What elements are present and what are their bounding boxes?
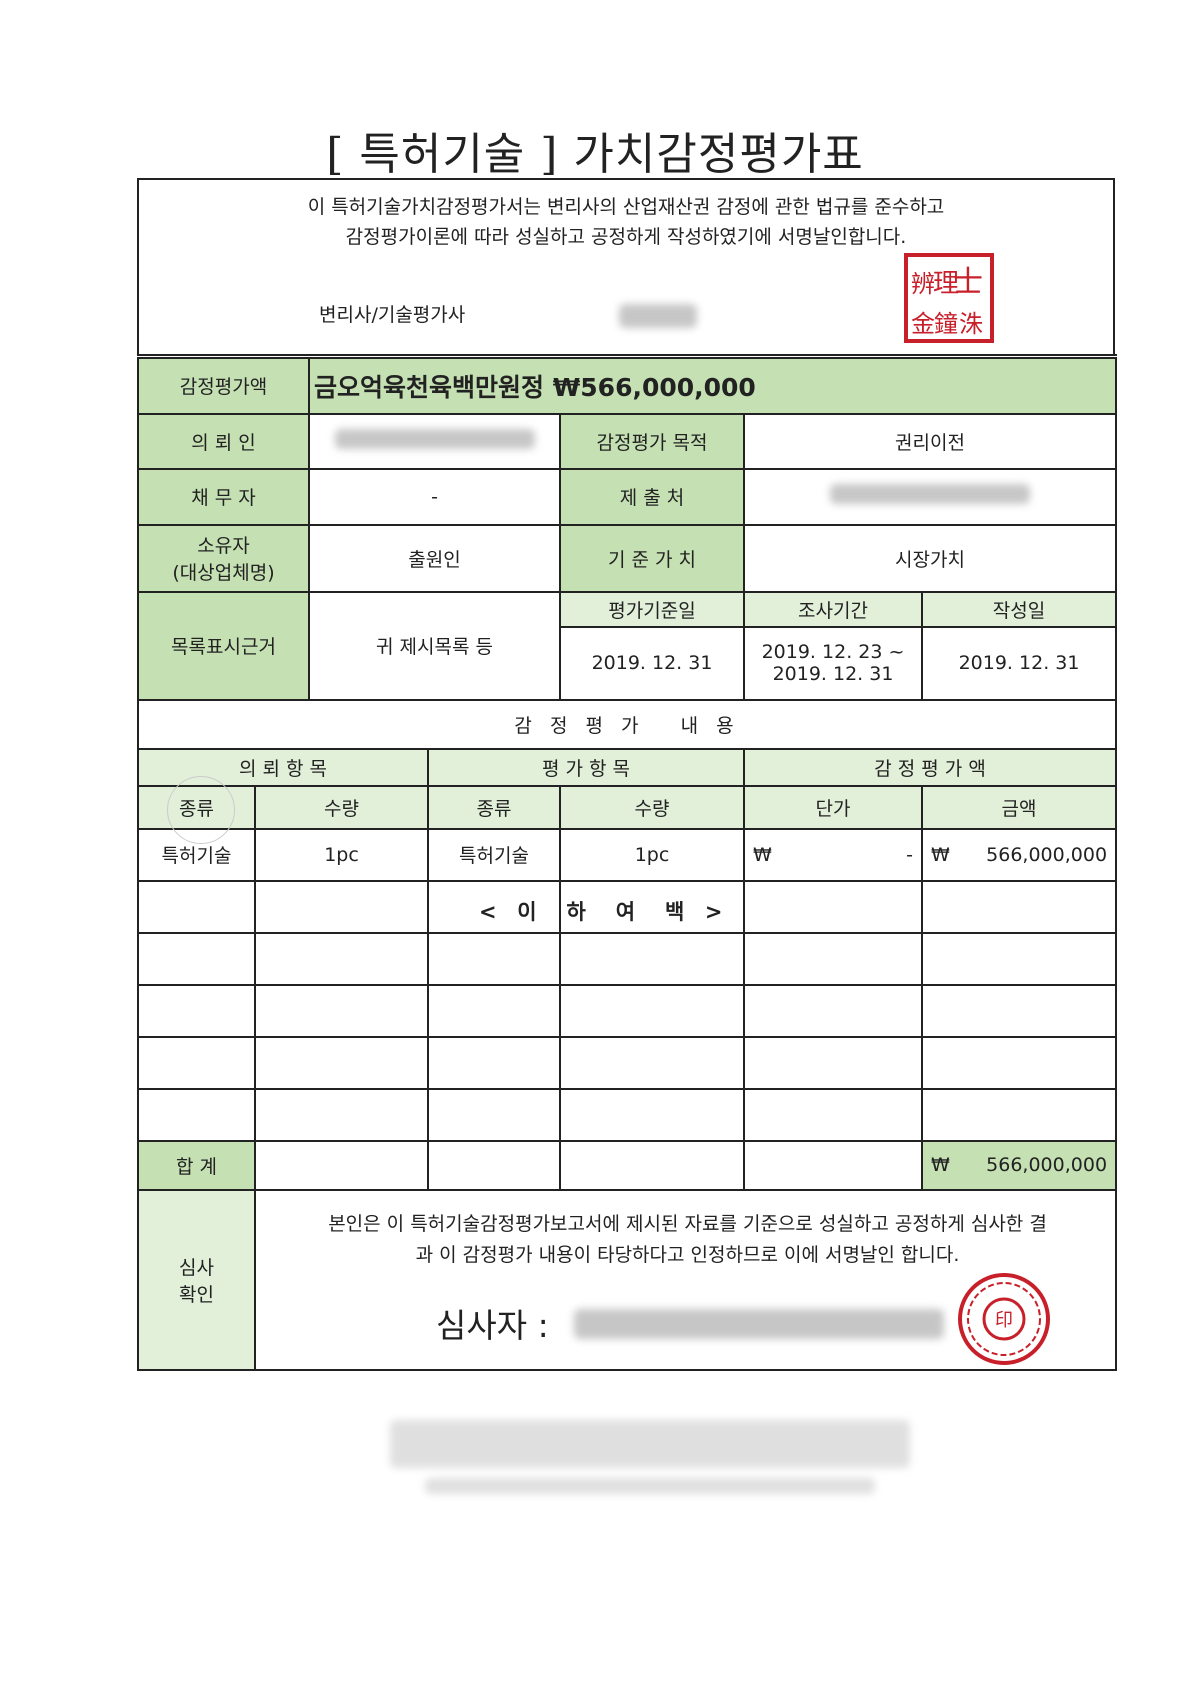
- client-value: [308, 412, 561, 470]
- req-qty: 1pc: [254, 827, 429, 882]
- svg-text:士: 士: [953, 265, 983, 300]
- submit-label: 제 출 처: [559, 467, 745, 526]
- table-row: [137, 1087, 1118, 1142]
- amount-value: 금오억육천육백만원정 ₩566,000,000: [307, 354, 1118, 415]
- table-row: < 이 하 여 백 >: [137, 879, 1118, 934]
- debtor-label: 채 무 자: [137, 467, 310, 526]
- eval-qty: 1pc: [559, 827, 745, 882]
- amount-label: 감정평가액: [137, 354, 310, 415]
- col-eval-type: 종류: [427, 784, 561, 830]
- signer-label: 변리사/기술평가사: [319, 304, 466, 326]
- col-unit-price: 단가: [743, 784, 923, 830]
- purpose-label: 감정평가 목적: [559, 412, 745, 470]
- blurred-footer-subtitle: [425, 1478, 875, 1494]
- debtor-value: -: [308, 467, 561, 526]
- table-row: [137, 983, 1118, 1038]
- owner-value: 출원인: [308, 523, 561, 593]
- owner-label: 소유자 (대상업체명): [137, 523, 310, 593]
- svg-text:辨: 辨: [911, 270, 935, 298]
- submit-value: [742, 467, 1118, 526]
- list-basis-label: 목록표시근거: [137, 590, 310, 701]
- basis-label: 기 준 가 치: [559, 523, 745, 593]
- declaration-box: 이 특허기술가치감정평가서는 변리사의 산업재산권 감정에 관한 법규를 준수하…: [137, 178, 1115, 354]
- declaration-line-1: 이 특허기술가치감정평가서는 변리사의 산업재산권 감정에 관한 법규를 준수하…: [307, 196, 945, 218]
- svg-text:理: 理: [933, 269, 959, 299]
- declaration-line-2: 감정평가이론에 따라 성실하고 공정하게 작성하였기에 서명날인합니다.: [345, 226, 907, 248]
- written-date-label: 작성일: [920, 590, 1118, 628]
- review-statement: 본인은 이 특허기술감정평가보고서에 제시된 자료를 기준으로 성실하고 공정하…: [266, 1209, 1109, 1271]
- amount-value-cell: 566,000,000: [986, 843, 1108, 866]
- blank-note-cell: < 이 하 여 백 >: [427, 879, 723, 934]
- total-label: 합 계: [137, 1139, 256, 1191]
- survey-start: 2019. 12. 23 ~: [761, 641, 905, 663]
- eval-date-label: 평가기준일: [559, 590, 745, 628]
- purpose-value: 권리이전: [742, 412, 1118, 470]
- blank-note: < 이 하 여 백 >: [479, 899, 725, 924]
- written-date-value: 2019. 12. 31: [920, 625, 1118, 701]
- amount-currency: ₩: [931, 843, 950, 866]
- round-seal-icon: 印: [958, 1272, 1050, 1365]
- unit-price-value: -: [906, 843, 913, 866]
- review-line-1: 본인은 이 특허기술감정평가보고서에 제시된 자료를 기준으로 성실하고 공정하…: [328, 1212, 1047, 1235]
- blurred-client: [334, 428, 535, 449]
- blurred-footer-logo: [390, 1420, 910, 1468]
- table-row: [137, 1035, 1118, 1090]
- col-amount: 금액: [920, 784, 1118, 830]
- eval-date-value: 2019. 12. 31: [559, 625, 745, 701]
- table-row: [137, 931, 1118, 986]
- col-req-qty: 수량: [254, 784, 429, 830]
- owner-label-line-2: (대상업체명): [172, 562, 275, 584]
- owner-label-line-1: 소유자: [197, 535, 250, 557]
- survey-period-label: 조사기간: [743, 590, 923, 628]
- reviewer-label: 심사자 :: [436, 1305, 549, 1345]
- review-line-2: 과 이 감정평가 내용이 타당하다고 인정하므로 이에 서명날인 합니다.: [415, 1243, 960, 1266]
- total-amount: ₩566,000,000: [920, 1139, 1118, 1191]
- blurred-submit-to: [830, 484, 1031, 504]
- content-section-title: 감 정 평 가 내 용: [136, 698, 1118, 750]
- eval-amount-header: 감 정 평 가 액: [742, 747, 1118, 787]
- svg-text:洙: 洙: [959, 310, 983, 338]
- square-seal-icon: 士 理 辨 金 鐘 洙: [904, 253, 994, 343]
- svg-text:鐘: 鐘: [934, 310, 958, 338]
- list-basis-value: 귀 제시목록 등: [308, 590, 561, 701]
- survey-period-value: 2019. 12. 23 ~ 2019. 12. 31: [743, 625, 923, 701]
- unit-price: ₩ -: [743, 827, 923, 882]
- document-title: [ 특허기술 ] 가치감정평가표: [326, 129, 864, 180]
- total-amount-value: 566,000,000: [986, 1154, 1108, 1176]
- client-label: 의 뢰 인: [137, 412, 310, 470]
- svg-text:印: 印: [995, 1310, 1013, 1331]
- declaration-text: 이 특허기술가치감정평가서는 변리사의 산업재산권 감정에 관한 법규를 준수하…: [139, 192, 1113, 252]
- blurred-signer-name: [619, 304, 697, 328]
- blurred-reviewer-name: [574, 1308, 944, 1339]
- amount: ₩566,000,000: [920, 827, 1118, 882]
- appraisal-table: 감정평가액 금오억육천육백만원정 ₩566,000,000 의 뢰 인 감정평가…: [136, 354, 1118, 1371]
- faint-circle-mark: [167, 776, 235, 844]
- col-eval-qty: 수량: [559, 784, 745, 830]
- request-items-header: 의 뢰 항 목: [137, 747, 429, 787]
- review-label: 심사 확인: [137, 1188, 256, 1371]
- review-content: 본인은 이 특허기술감정평가보고서에 제시된 자료를 기준으로 성실하고 공정하…: [253, 1188, 1118, 1371]
- table-row: 특허기술 1pc 특허기술 1pc ₩ - ₩566,000,000: [137, 827, 1118, 882]
- survey-end: 2019. 12. 31: [772, 663, 894, 685]
- eval-type: 특허기술: [427, 827, 561, 882]
- total-currency: ₩: [931, 1154, 950, 1176]
- eval-items-header: 평 가 항 목: [427, 747, 745, 787]
- review-label-line-1: 심사: [179, 1256, 214, 1279]
- unit-currency: ₩: [753, 843, 772, 866]
- svg-text:金: 金: [911, 310, 935, 338]
- review-label-line-2: 확인: [179, 1283, 214, 1306]
- basis-value: 시장가치: [742, 523, 1118, 593]
